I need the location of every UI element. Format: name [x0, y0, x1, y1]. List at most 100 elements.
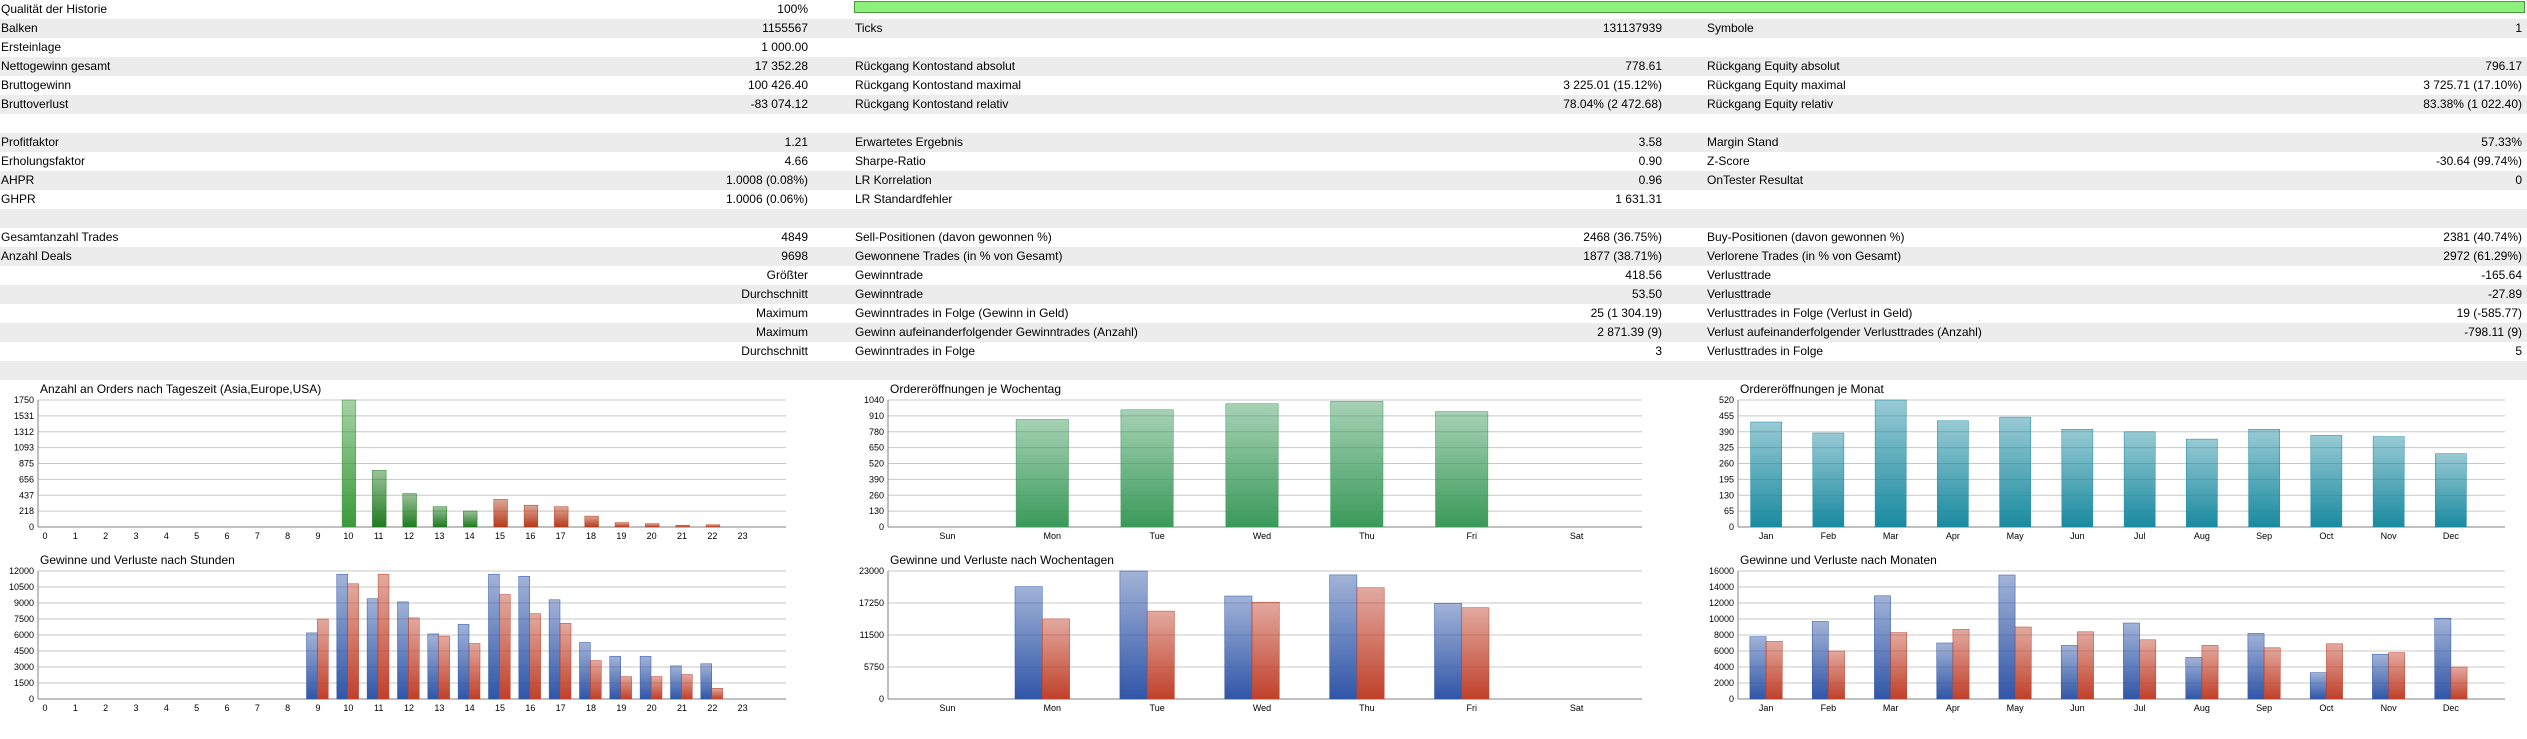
report-row: Qualität der Historie 100% [0, 0, 2527, 19]
metric-value: 418.56 [1625, 268, 1662, 282]
metric-label: Verlusttrades in Folge (Verlust in Geld) [1707, 306, 1913, 320]
y-tick-label: 3000 [14, 662, 34, 672]
y-tick-label: 10500 [9, 582, 34, 592]
x-tick-label: 13 [434, 531, 444, 541]
report-row [0, 114, 2527, 133]
metric-value: -165.64 [2481, 268, 2522, 282]
x-tick-label: 19 [616, 531, 626, 541]
bar-9-s0 [306, 632, 318, 700]
y-tick-label: 1750 [14, 395, 34, 405]
x-tick-label: 7 [255, 703, 260, 713]
y-tick-label: 260 [1719, 459, 1734, 469]
x-tick-label: 1 [73, 531, 78, 541]
metric-value: 100% [777, 2, 808, 16]
report-row [0, 209, 2527, 228]
x-tick-label: Apr [1946, 703, 1960, 713]
bar-Feb [1812, 432, 1845, 528]
x-tick-label: 4 [164, 531, 169, 541]
bar-Mon-s1 [1042, 618, 1070, 700]
bar-13 [432, 506, 448, 528]
metric-value [1200, 209, 1662, 228]
bar-Aug-s1 [2201, 645, 2219, 700]
chart-title: Anzahl an Orders nach Tageszeit (Asia,Eu… [40, 382, 322, 396]
bar-Dec-s0 [2434, 617, 2452, 700]
x-tick-label: 6 [224, 531, 229, 541]
metric-value: 19 (-585.77) [2456, 306, 2522, 320]
metric-label: Buy-Positionen (davon gewonnen %) [1707, 230, 1905, 244]
bar-Mon-s0 [1014, 586, 1043, 700]
y-tick-label: 10000 [1709, 614, 1734, 624]
y-tick-label: 4000 [1714, 662, 1734, 672]
metric-value: -798.11 (9) [2464, 325, 2522, 339]
x-tick-label: 0 [42, 531, 47, 541]
metric-label: Verlust aufeinanderfolgender Verlusttrad… [1707, 325, 1982, 339]
y-tick-label: 12000 [9, 566, 34, 576]
history-quality-bar [854, 1, 2525, 13]
x-tick-label: 23 [738, 531, 748, 541]
bar-Tue-s1 [1146, 610, 1175, 700]
report-row: Profitfaktor 1.21 Erwartetes Ergebnis 3.58 M… [0, 133, 2527, 152]
metric-value: 1155567 [762, 21, 808, 35]
metric-label [1, 342, 401, 361]
metric-value: 3 [1655, 344, 1662, 358]
bar-Wed-s1 [1251, 601, 1280, 700]
metric-label: Nettogewinn gesamt [1, 59, 111, 73]
report-row: GHPR 1.0006 (0.06%) LR Standardfehler 1 631… [0, 190, 2527, 209]
bar-Feb-s1 [1828, 650, 1845, 700]
bar-12-s0 [397, 601, 409, 700]
bar-11-s0 [366, 598, 379, 700]
metric-value: Größter [766, 268, 808, 282]
bar-15-s0 [488, 573, 500, 700]
bar-10-s1 [347, 583, 359, 700]
bar-17 [554, 506, 569, 528]
chart-svg: 0 130 260 390 520 650 780 910 1040 Sun Mon Tue Wed Th… [864, 395, 1642, 541]
metric-value: 1 631.31 [1615, 192, 1662, 206]
metric-value [2000, 0, 2522, 19]
chart-title: Ordereröffnungen je Wochentag [890, 382, 1062, 396]
x-tick-label: Sat [1570, 531, 1584, 541]
bar-Jul-s0 [2123, 622, 2140, 700]
bar-Aug-s0 [2185, 657, 2203, 700]
metric-value: 5 [2515, 344, 2522, 358]
metric-label: Ticks [855, 21, 883, 35]
x-tick-label: Jun [2070, 703, 2085, 713]
y-tick-label: 12000 [1709, 598, 1734, 608]
bar-Sep [2248, 429, 2280, 528]
report-row: Erholungsfaktor 4.66 Sharpe-Ratio 0.90 Z-Sco… [0, 152, 2527, 171]
bar-Sep-s0 [2247, 633, 2265, 700]
report-row: Größter Gewinntrade 418.56 Verlusttrade -165… [0, 266, 2527, 285]
bar-Jan [1750, 421, 1782, 528]
bar-10 [341, 399, 357, 528]
y-tick-label: 520 [1719, 395, 1734, 405]
chart-title: Gewinne und Verluste nach Monaten [1740, 553, 1937, 567]
metric-label: Rückgang Kontostand relativ [855, 97, 1009, 111]
metric-label: Rückgang Equity absolut [1707, 59, 1840, 73]
bar-Mar-s0 [1874, 595, 1891, 700]
bar-Wed [1225, 403, 1279, 528]
bar-18-s1 [590, 660, 602, 700]
metric-label: Gesamtanzahl Trades [1, 230, 119, 244]
metric-label: Balken [1, 21, 38, 35]
chart-4: Gewinne und Verluste nach Stunden 0 1500 30… [0, 553, 800, 718]
x-tick-label: Tue [1150, 703, 1165, 713]
x-tick-label: Mar [1883, 531, 1899, 541]
bar-Apr-s1 [1952, 629, 1970, 700]
x-tick-label: 19 [616, 703, 626, 713]
x-tick-label: Sep [2256, 531, 2272, 541]
metric-label: Verlusttrade [1707, 268, 1772, 282]
chart-5: Gewinne und Verluste nach Wochentagen 0 57… [850, 553, 1650, 718]
metric-label [1, 361, 401, 380]
x-tick-label: Jun [2070, 531, 2085, 541]
y-tick-label: 14000 [1709, 582, 1734, 592]
report-row: Bruttogewinn 100 426.40 Rückgang Kontostan… [0, 76, 2527, 95]
x-tick-label: 2 [103, 703, 108, 713]
metric-label [1, 114, 401, 133]
bar-May [1999, 416, 2031, 528]
y-tick-label: 2000 [1714, 678, 1734, 688]
x-tick-label: Oct [2319, 703, 2334, 713]
bar-May-s0 [1998, 574, 2016, 700]
bar-22-s0 [700, 663, 712, 700]
metric-value: 1.0008 (0.08%) [725, 173, 808, 187]
metric-value [2000, 209, 2522, 228]
